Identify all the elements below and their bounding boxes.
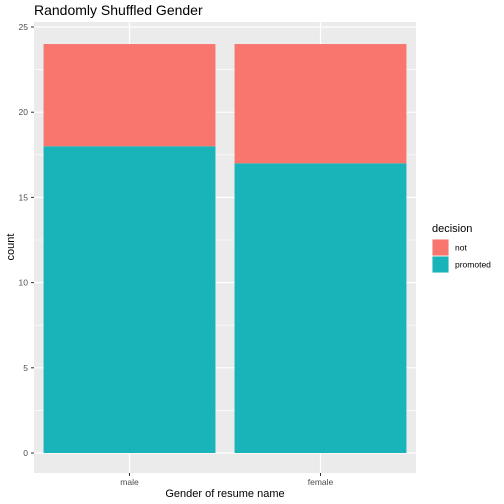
y-tick-label: 25: [19, 22, 29, 32]
y-axis-title: count: [5, 234, 17, 261]
x-axis-title: Gender of resume name: [165, 488, 284, 500]
y-tick-label: 10: [19, 278, 29, 288]
y-tick-label: 0: [23, 448, 28, 458]
bar-not-female: [234, 44, 407, 164]
chart-title: Randomly Shuffled Gender: [34, 2, 203, 18]
y-axis: 0 5 10 15 20 25: [19, 22, 34, 458]
legend-label-not: not: [455, 243, 467, 253]
legend-label-promoted: promoted: [455, 260, 491, 270]
bar-promoted-male: [43, 146, 216, 453]
y-tick-label: 15: [19, 192, 29, 202]
legend-title: decision: [432, 223, 472, 235]
x-tick-label: male: [120, 477, 139, 487]
bar-not-male: [43, 44, 216, 147]
x-tick-label: female: [308, 477, 334, 487]
legend-swatch-promoted: [432, 256, 449, 273]
x-axis: male female: [120, 473, 334, 487]
bars: [43, 44, 407, 453]
legend-swatch-not: [432, 239, 449, 256]
bar-promoted-female: [234, 163, 407, 453]
legend: decision not promoted: [432, 223, 491, 273]
y-tick-label: 5: [23, 363, 28, 373]
y-tick-label: 20: [19, 107, 29, 117]
